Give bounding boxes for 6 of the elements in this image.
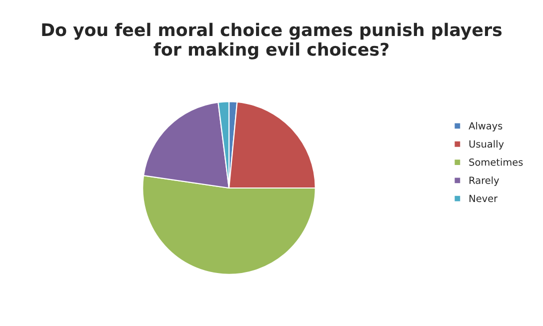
legend-label: Usually: [469, 140, 504, 150]
legend-label: Always: [468, 122, 502, 132]
legend-label: Rarely: [470, 176, 500, 186]
chart-title: Do you feel moral choice games punish players for making evil choices?: [42, 22, 502, 60]
legend-label: Never: [470, 194, 498, 202]
legend-label: Sometimes: [469, 158, 523, 166]
